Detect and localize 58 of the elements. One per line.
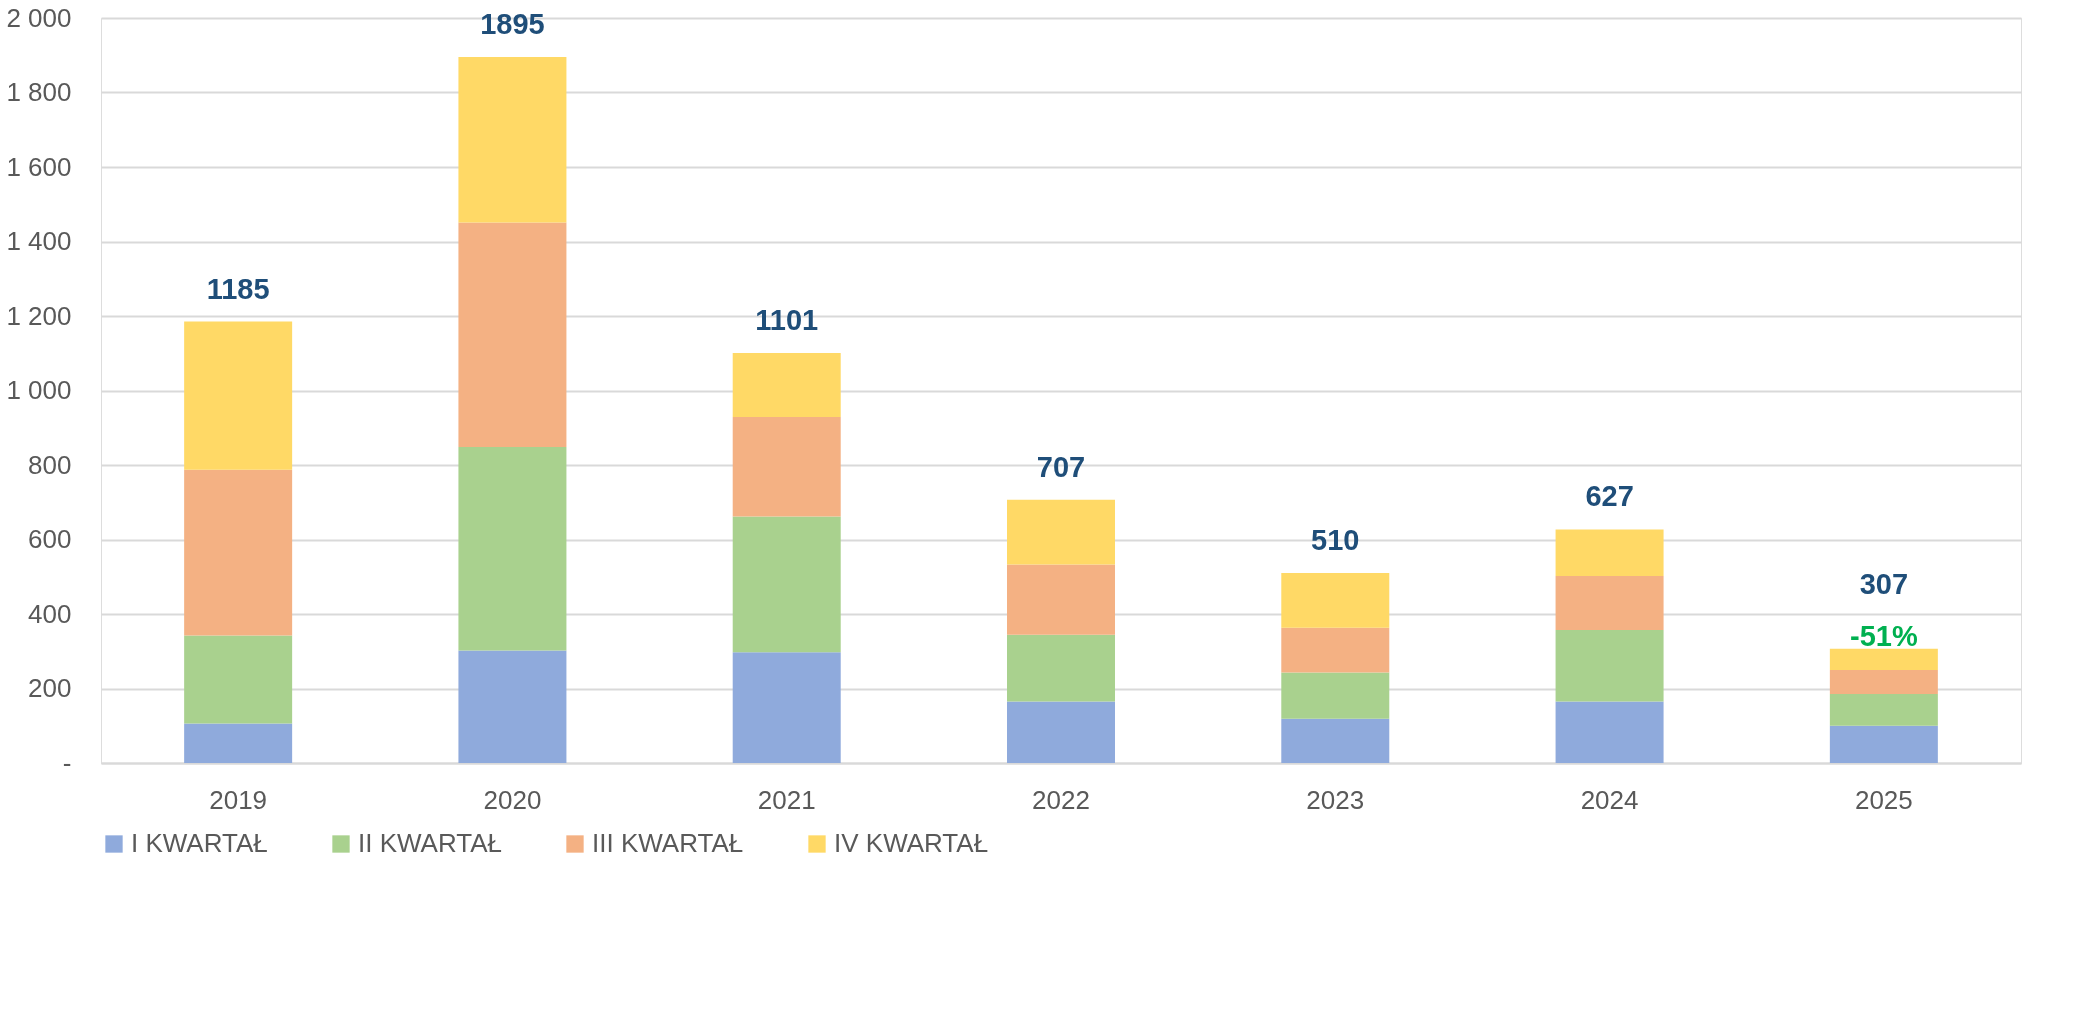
bar <box>1829 694 1938 726</box>
y-tick-label: 600 <box>28 524 72 554</box>
bar <box>458 650 567 763</box>
bar <box>458 447 567 651</box>
bar <box>732 352 841 417</box>
x-tick-label: 2019 <box>209 784 268 815</box>
bar <box>1281 627 1390 673</box>
total-label: 707 <box>1036 450 1086 483</box>
y-tick-label: 1 600 <box>6 151 72 182</box>
y-tick-label: 1 000 <box>6 375 72 405</box>
legend-label: I KWARTAŁ <box>131 828 268 858</box>
bar <box>1007 634 1115 702</box>
y-tick-label: 2 000 <box>6 2 72 33</box>
legend-label: III KWARTAŁ <box>592 828 744 858</box>
legend-label: IV KWARTAŁ <box>834 828 989 858</box>
bar <box>732 416 841 517</box>
bar <box>184 635 293 724</box>
bar <box>184 723 293 763</box>
y-tick-label: 1 400 <box>6 226 72 256</box>
bar <box>1555 630 1664 702</box>
total-label: 510 <box>1311 524 1360 557</box>
bar <box>184 321 293 470</box>
annotation: -51% <box>1850 619 1918 652</box>
bar <box>1281 718 1390 763</box>
bar <box>1555 701 1664 763</box>
bar <box>1829 648 1938 670</box>
bar <box>1555 576 1664 631</box>
y-tick-label: 800 <box>28 449 72 480</box>
x-tick-label: 2023 <box>1306 784 1365 815</box>
total-label: 1185 <box>206 272 270 305</box>
bar <box>184 469 293 636</box>
y-tick-label: 1 800 <box>6 77 72 107</box>
bar <box>1007 564 1115 635</box>
bar <box>1829 725 1938 763</box>
y-tick-label: - <box>62 747 72 778</box>
bar <box>1829 669 1938 695</box>
x-tick-label: 2025 <box>1854 784 1913 815</box>
x-tick-label: 2020 <box>483 784 542 815</box>
bar <box>1281 672 1390 719</box>
bar <box>1281 573 1390 628</box>
bar <box>1007 701 1115 763</box>
bar <box>732 516 841 653</box>
bar <box>458 222 567 448</box>
total-label: 307 <box>1859 567 1909 600</box>
bar <box>732 652 841 763</box>
x-tick-label: 2024 <box>1580 784 1639 815</box>
x-tick-label: 2022 <box>1032 784 1090 815</box>
y-tick-label: 200 <box>28 673 72 703</box>
y-tick-label: 400 <box>28 598 72 629</box>
x-tick-label: 2021 <box>757 784 816 815</box>
legend-label: II KWARTAŁ <box>358 828 502 858</box>
total-label: 1895 <box>480 8 545 41</box>
total-label: 627 <box>1585 480 1634 513</box>
bar <box>1007 499 1115 565</box>
total-label: 1101 <box>755 303 819 336</box>
y-tick-label: 1 200 <box>6 300 72 331</box>
bar <box>1555 529 1664 577</box>
bar <box>458 57 567 223</box>
